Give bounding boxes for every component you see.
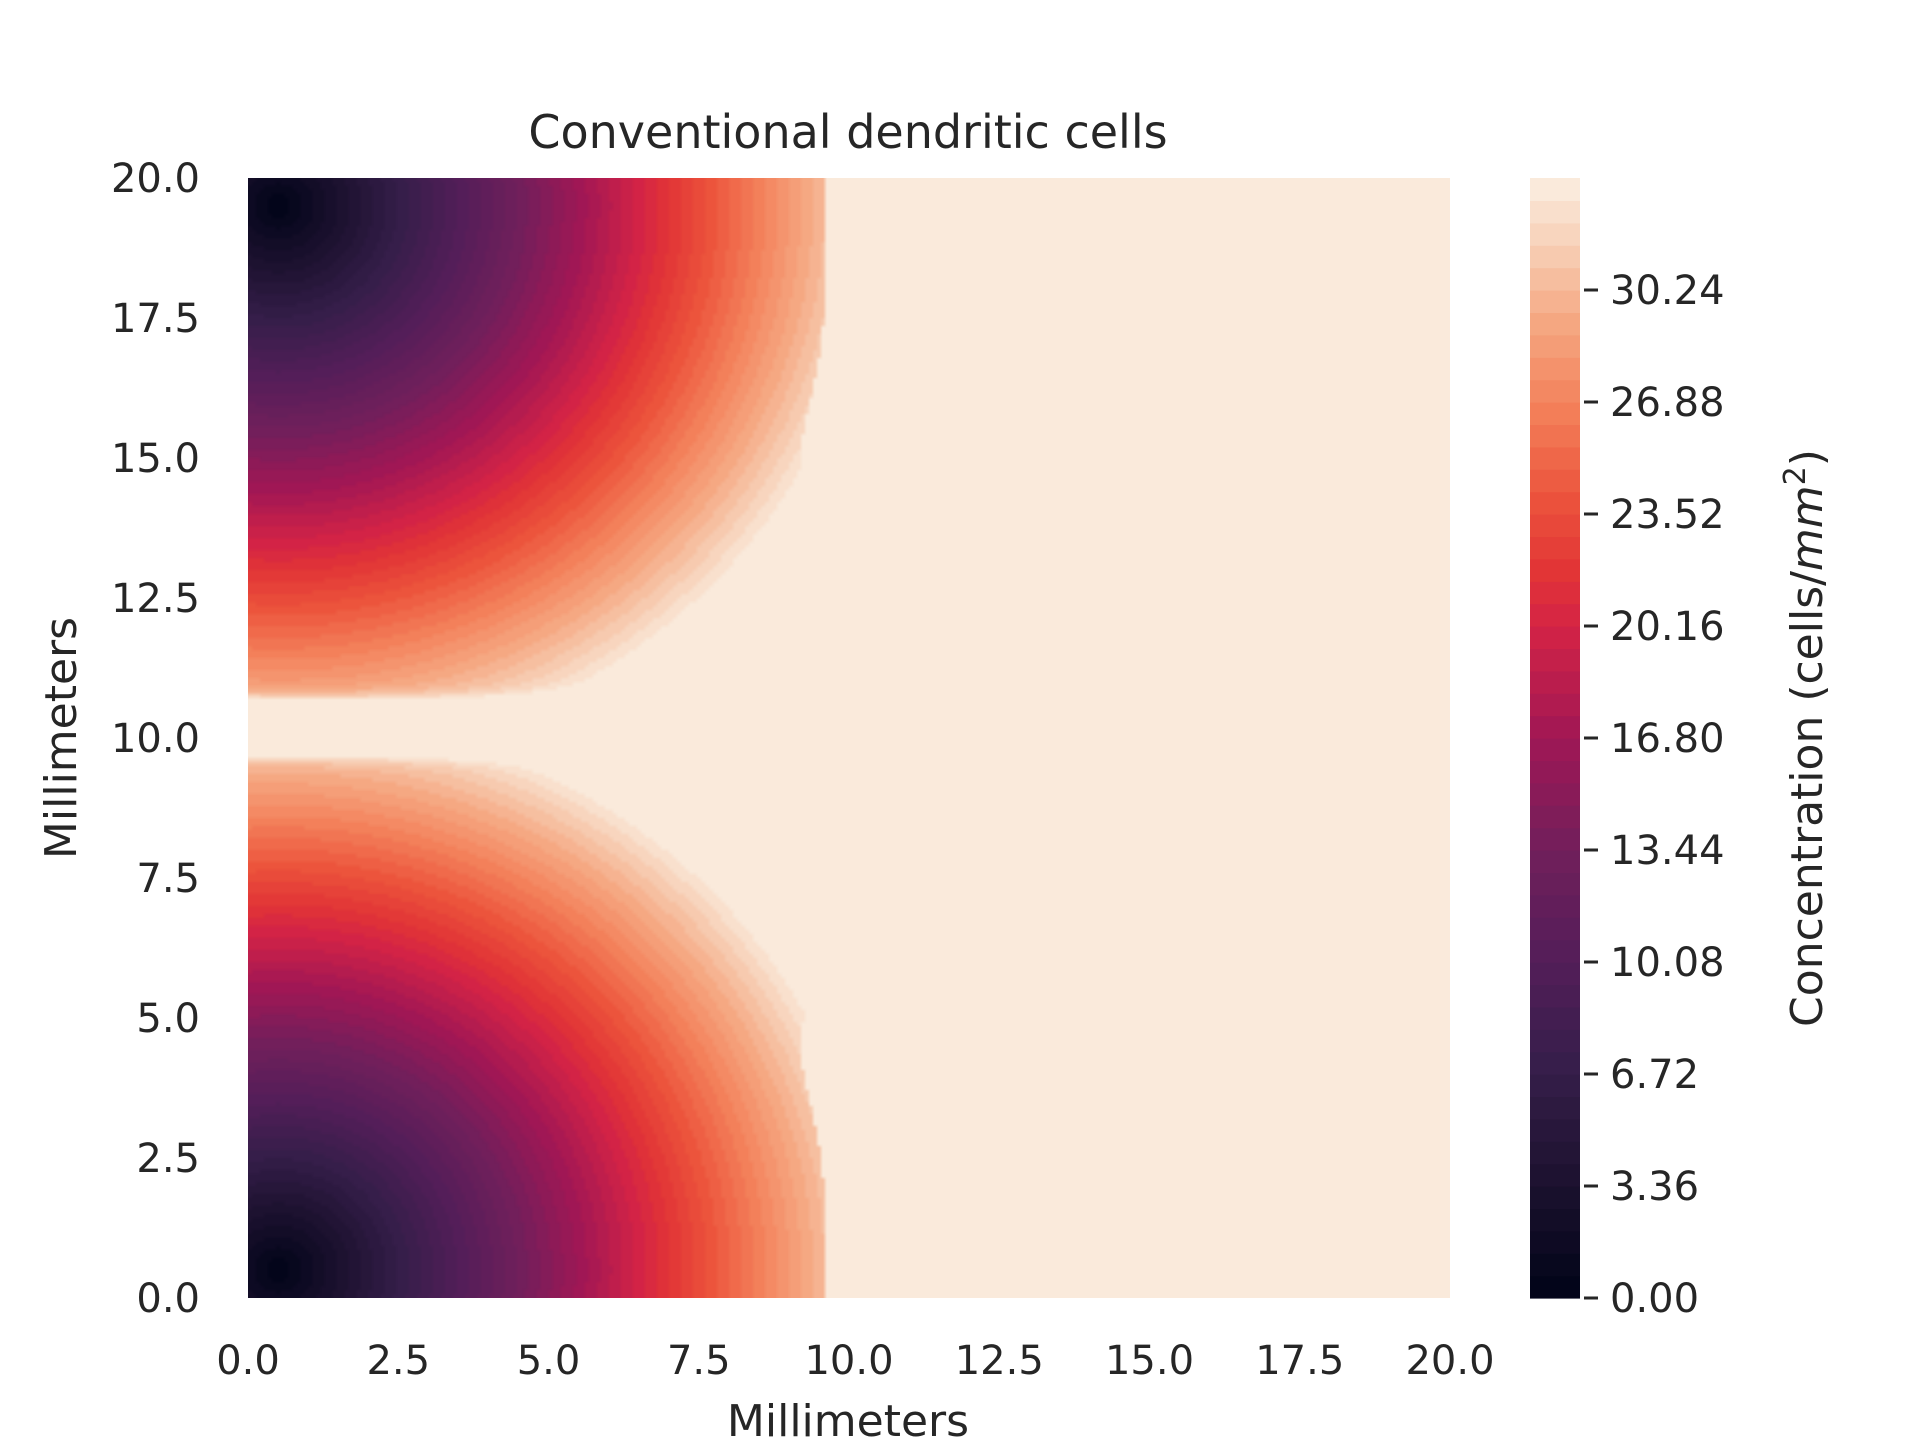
colorbar-tick-label: 10.08 (1610, 940, 1725, 986)
y-tick-label: 15.0 (111, 436, 200, 482)
y-axis-ticks: 0.0 2.5 5.0 7.5 10.0 12.5 15.0 17.5 20.0 (111, 156, 200, 1322)
colorbar-band (1530, 984, 1580, 1008)
colorbar-gradient (1530, 178, 1580, 1299)
x-tick-label: 5.0 (517, 1338, 581, 1384)
colorbar-band (1530, 334, 1580, 358)
colorbar-band (1530, 222, 1580, 246)
colorbar-band (1530, 245, 1580, 269)
colorbar-band (1530, 782, 1580, 806)
colorbar-band (1530, 178, 1580, 201)
x-axis-label: Millimeters (727, 1396, 969, 1440)
colorbar-band (1530, 1074, 1580, 1097)
colorbar-tick-label: 13.44 (1610, 828, 1725, 874)
colorbar-band (1530, 581, 1580, 605)
colorbar-ticks: 0.00 3.36 6.72 10.08 13.44 16.80 20.16 23.52 26.… (1584, 268, 1725, 1322)
chart-title: Conventional dendritic cells (528, 105, 1167, 159)
y-tick-label: 2.5 (136, 1136, 200, 1182)
colorbar-band (1530, 312, 1580, 336)
y-tick-label: 0.0 (136, 1276, 200, 1322)
x-tick-label: 17.5 (1255, 1338, 1344, 1384)
x-tick-label: 15.0 (1105, 1338, 1194, 1384)
colorbar-band (1530, 469, 1580, 493)
plot-area (248, 178, 1450, 1298)
colorbar-band (1530, 760, 1580, 784)
y-tick-label: 12.5 (111, 576, 200, 622)
colorbar-band (1530, 491, 1580, 515)
colorbar-tick-label: 26.88 (1610, 380, 1725, 426)
colorbar-band (1530, 1163, 1580, 1187)
y-tick-label: 17.5 (111, 296, 200, 342)
y-tick-label: 5.0 (136, 996, 200, 1042)
colorbar-band (1530, 1230, 1580, 1254)
colorbar-band (1530, 1006, 1580, 1030)
colorbar-band (1530, 603, 1580, 627)
colorbar-band (1530, 917, 1580, 941)
colorbar-band (1530, 827, 1580, 851)
colorbar-band (1530, 693, 1580, 717)
colorbar-band (1530, 200, 1580, 224)
y-axis-label: Millimeters (36, 617, 87, 859)
colorbar-band (1530, 962, 1580, 985)
x-tick-label: 12.5 (955, 1338, 1044, 1384)
colorbar-band (1530, 939, 1580, 963)
colorbar-band (1530, 872, 1580, 896)
colorbar-tick-label: 20.16 (1610, 604, 1725, 650)
colorbar-band (1530, 626, 1580, 649)
colorbar-tick-label: 30.24 (1610, 268, 1725, 314)
x-tick-label: 0.0 (216, 1338, 280, 1384)
colorbar-band (1530, 850, 1580, 873)
colorbar-band (1530, 424, 1580, 448)
colorbar-band (1530, 402, 1580, 425)
colorbar-tick-label: 3.36 (1610, 1164, 1699, 1210)
y-tick-label: 10.0 (111, 716, 200, 762)
colorbar-band (1530, 558, 1580, 582)
colorbar-band (1530, 536, 1580, 560)
colorbar-tick-label: 16.80 (1610, 716, 1725, 762)
colorbar-tick-label: 6.72 (1610, 1052, 1699, 1098)
colorbar-band (1530, 290, 1580, 313)
colorbar-band (1530, 1253, 1580, 1277)
colorbar-tick-label: 0.00 (1610, 1276, 1699, 1322)
heatmap-field (248, 178, 1450, 1298)
colorbar-band (1530, 1029, 1580, 1053)
y-tick-label: 7.5 (136, 856, 200, 902)
colorbar-band (1530, 1275, 1580, 1299)
colorbar-band (1530, 357, 1580, 381)
colorbar-band (1530, 1141, 1580, 1165)
colorbar-band (1530, 670, 1580, 694)
y-tick-label: 20.0 (111, 156, 200, 202)
colorbar-band (1530, 1118, 1580, 1142)
x-tick-label: 20.0 (1405, 1338, 1494, 1384)
colorbar-band (1530, 738, 1580, 761)
colorbar-band (1530, 1208, 1580, 1232)
colorbar-band (1530, 446, 1580, 470)
colorbar-band (1530, 1051, 1580, 1075)
colorbar-band (1530, 805, 1580, 829)
x-tick-label: 10.0 (804, 1338, 893, 1384)
colorbar-band (1530, 267, 1580, 291)
colorbar-band (1530, 894, 1580, 918)
colorbar-label: Concentration (cells/mm2) (1778, 449, 1834, 1027)
x-tick-label: 7.5 (667, 1338, 731, 1384)
x-tick-label: 2.5 (366, 1338, 430, 1384)
colorbar-band (1530, 648, 1580, 672)
colorbar-band (1530, 379, 1580, 403)
colorbar-tick-label: 23.52 (1610, 492, 1725, 538)
colorbar-band (1530, 715, 1580, 739)
colorbar: 0.00 3.36 6.72 10.08 13.44 16.80 20.16 23.52 26.… (1530, 178, 1833, 1322)
colorbar-band (1530, 1186, 1580, 1209)
colorbar-band (1530, 1096, 1580, 1120)
colorbar-band (1530, 514, 1580, 537)
x-axis-ticks: 0.0 2.5 5.0 7.5 10.0 12.5 15.0 17.5 20.0 (216, 1338, 1494, 1384)
